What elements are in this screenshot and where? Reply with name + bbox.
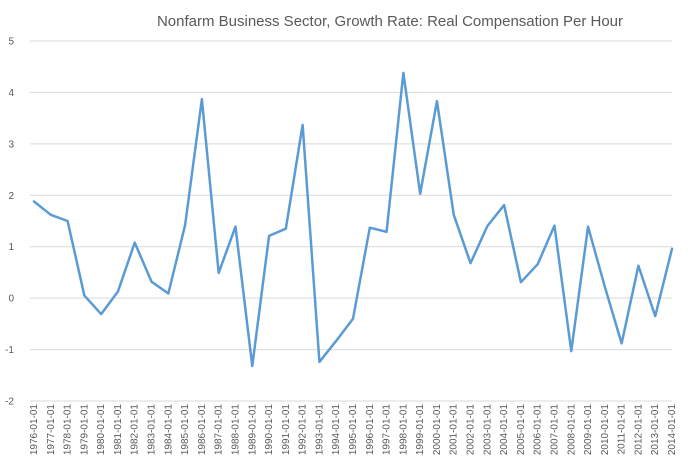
x-tick-label: 2001-01-01 [449,404,460,456]
y-axis-tick-labels: -2 -1 0 1 2 3 4 5 [5,37,14,408]
x-tick-label: 2014-01-01 [667,404,678,456]
y-tick-label: 2 [8,191,14,202]
y-tick-label: 0 [8,294,14,305]
series-layer [32,71,674,368]
x-tick-label: 2000-01-01 [432,404,443,456]
x-tick-label: 1985-01-01 [180,404,191,456]
x-tick-label: 1977-01-01 [46,404,57,456]
x-tick-label: 1987-01-01 [214,404,225,456]
x-tick-label: 1980-01-01 [96,404,107,456]
x-tick-label: 2005-01-01 [516,404,527,456]
y-tick-label: 1 [8,242,14,253]
y-tick-label: 4 [8,88,14,99]
x-axis-tick-labels: 1976-01-01 1977-01-01 1978-01-01 1979-01-01… [29,404,678,456]
x-tick-label: 2011-01-01 [617,404,628,455]
x-tick-label: 1989-01-01 [247,404,258,456]
x-tick-label: 1981-01-01 [113,404,124,456]
x-tick-label: 2006-01-01 [533,404,544,456]
x-tick-label: 1999-01-01 [415,404,426,456]
x-tick-label: 1997-01-01 [382,404,393,456]
y-tick-label: 5 [8,37,14,48]
x-tick-label: 2004-01-01 [499,404,510,456]
x-tick-label: 2012-01-01 [633,404,644,456]
x-tick-label: 1995-01-01 [348,404,359,456]
x-tick-label: 1979-01-01 [79,404,90,456]
gridlines [30,40,672,402]
x-tick-label: 1998-01-01 [398,404,409,456]
x-tick-label: 1978-01-01 [63,404,74,456]
x-tick-label: 1983-01-01 [147,404,158,456]
x-tick-label: 1993-01-01 [314,404,325,456]
y-tick-label: -2 [5,397,14,408]
x-tick-label: 1994-01-01 [331,404,342,456]
x-tick-label: 1988-01-01 [230,404,241,456]
x-tick-label: 2013-01-01 [650,404,661,456]
y-tick-label: 3 [8,139,14,150]
x-tick-label: 1991-01-01 [281,404,292,456]
y-tick-label: -1 [5,345,14,356]
x-tick-label: 1996-01-01 [365,404,376,456]
x-tick-label: 1986-01-01 [197,404,208,456]
x-tick-label: 2008-01-01 [566,404,577,456]
x-tick-label: 2009-01-01 [583,404,594,456]
x-tick-label: 1984-01-01 [163,404,174,456]
x-tick-label: 1982-01-01 [130,404,141,456]
x-tick-label: 1976-01-01 [29,404,40,456]
x-tick-label: 2002-01-01 [466,404,477,456]
x-tick-label: 1990-01-01 [264,404,275,456]
x-tick-label: 2007-01-01 [549,404,560,456]
x-tick-label: 2003-01-01 [482,404,493,456]
x-tick-label: 2010-01-01 [600,404,611,456]
x-tick-label: 1992-01-01 [298,404,309,456]
series-line [32,71,674,368]
chart-title: Nonfarm Business Sector, Growth Rate: Re… [157,13,623,30]
